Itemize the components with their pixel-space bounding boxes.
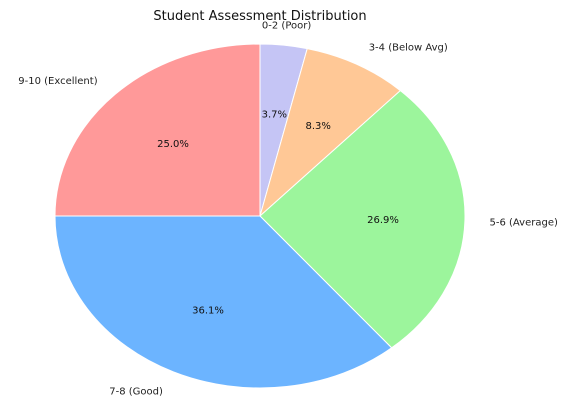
- pie-category-label-good: 7-8 (Good): [109, 387, 163, 396]
- pie-category-label-below-avg: 3-4 (Below Avg): [369, 42, 448, 53]
- pie-value-label-poor: 3.7%: [262, 110, 287, 121]
- pie-slice-below-avg: [259, 48, 402, 218]
- pie-value-label-average: 26.9%: [367, 215, 399, 226]
- pie-slice-good: [54, 215, 393, 389]
- pie-slices: [54, 43, 466, 389]
- pie-value-label-good: 36.1%: [192, 306, 224, 317]
- pie-value-label-excellent: 25.0%: [157, 139, 189, 150]
- pie-slice-excellent: [54, 43, 261, 217]
- pie-category-label-poor: 0-2 (Poor): [262, 21, 311, 32]
- pie-labels: 3.7% 0-2 (Poor) 8.3% 3-4 (Below Avg) 26.9% 5-…: [18, 21, 558, 396]
- pie-category-label-average: 5-6 (Average): [490, 217, 558, 228]
- pie-category-label-excellent: 9-10 (Excellent): [18, 76, 97, 87]
- pie-value-label-below-avg: 8.3%: [305, 121, 330, 132]
- pie-slice-average: [259, 89, 466, 349]
- chart-title: Student Assessment Distribution: [153, 9, 367, 24]
